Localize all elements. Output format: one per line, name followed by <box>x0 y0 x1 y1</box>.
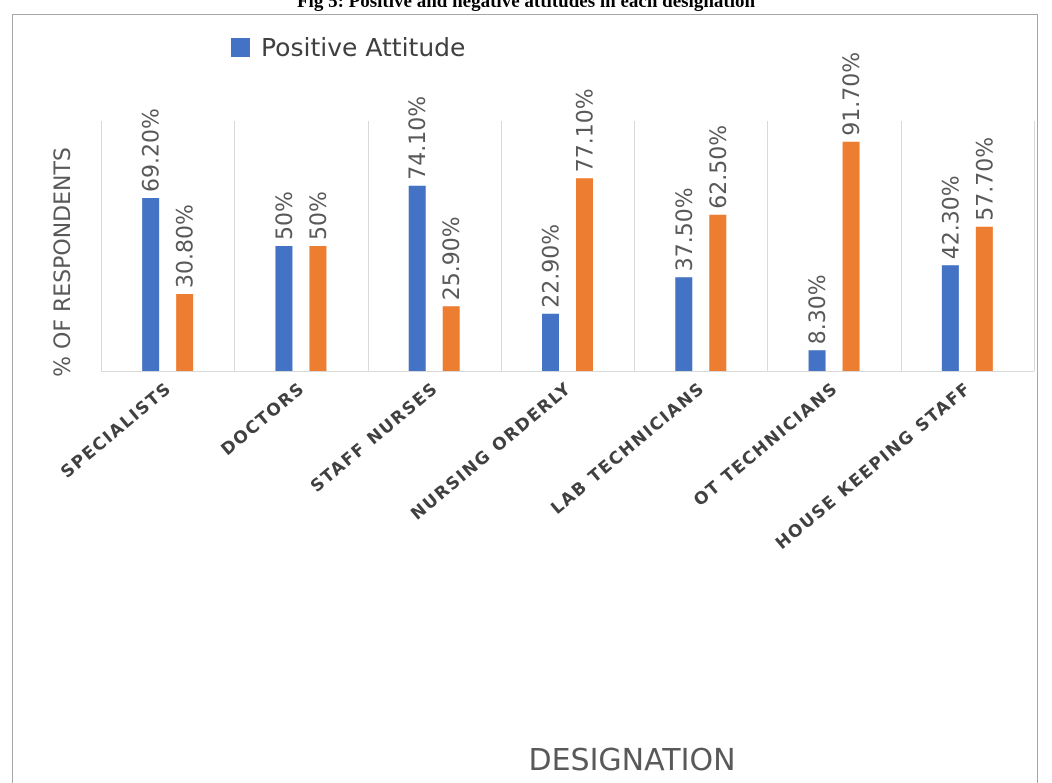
category-label: OT TECHNICIANS <box>690 379 842 511</box>
y-axis-title: % OF RESPONDENTS <box>51 147 76 377</box>
data-label: 25.90% <box>440 216 465 300</box>
data-label: 50% <box>307 191 332 240</box>
category-label: STAFF NURSES <box>307 379 442 497</box>
bar-positive <box>542 313 559 371</box>
data-label: 91.70% <box>840 52 865 136</box>
bar-negative <box>709 214 727 371</box>
bar-negative <box>309 246 327 371</box>
data-label: 22.90% <box>540 224 565 308</box>
bar-negative <box>176 294 194 371</box>
bar-negative <box>576 178 593 371</box>
data-label: 50% <box>273 191 298 240</box>
x-axis-title: DESIGNATION <box>528 743 735 778</box>
data-label: 77.10% <box>574 88 599 172</box>
bar-positive <box>275 246 293 371</box>
data-label: 8.30% <box>806 274 831 344</box>
category-label: LAB TECHNICIANS <box>547 379 709 519</box>
bar-negative <box>975 226 993 371</box>
legend-label-positive: Positive Attitude <box>261 33 465 62</box>
legend-swatch-positive <box>231 38 250 57</box>
grid-lines <box>101 121 1035 372</box>
data-label: 42.30% <box>939 175 964 259</box>
legend: Positive Attitude <box>231 33 465 62</box>
bar-negative <box>442 306 460 371</box>
bar-positive <box>408 185 426 371</box>
data-label: 30.80% <box>174 204 199 288</box>
category-label: SPECIALISTS <box>57 379 176 483</box>
bar-positive <box>675 277 693 371</box>
bar-negative <box>842 141 860 371</box>
data-label: 57.70% <box>973 137 998 221</box>
bar-positive <box>142 198 160 371</box>
data-labels: 69.20% 30.80% 50% 50% 74.10% 25.90% 22.90% 77.1… <box>140 52 999 344</box>
chart-frame <box>12 14 1038 783</box>
bar-positive <box>941 265 959 371</box>
data-label: 69.20% <box>140 108 165 192</box>
figure-title: Fig 5: Positive and negative attitudes i… <box>296 0 756 12</box>
bar-positive <box>808 350 826 371</box>
data-label: 74.10% <box>406 96 431 180</box>
data-label: 62.50% <box>707 125 732 209</box>
bars <box>142 141 993 371</box>
data-label: 37.50% <box>673 187 698 271</box>
category-label: DOCTORS <box>217 379 309 460</box>
